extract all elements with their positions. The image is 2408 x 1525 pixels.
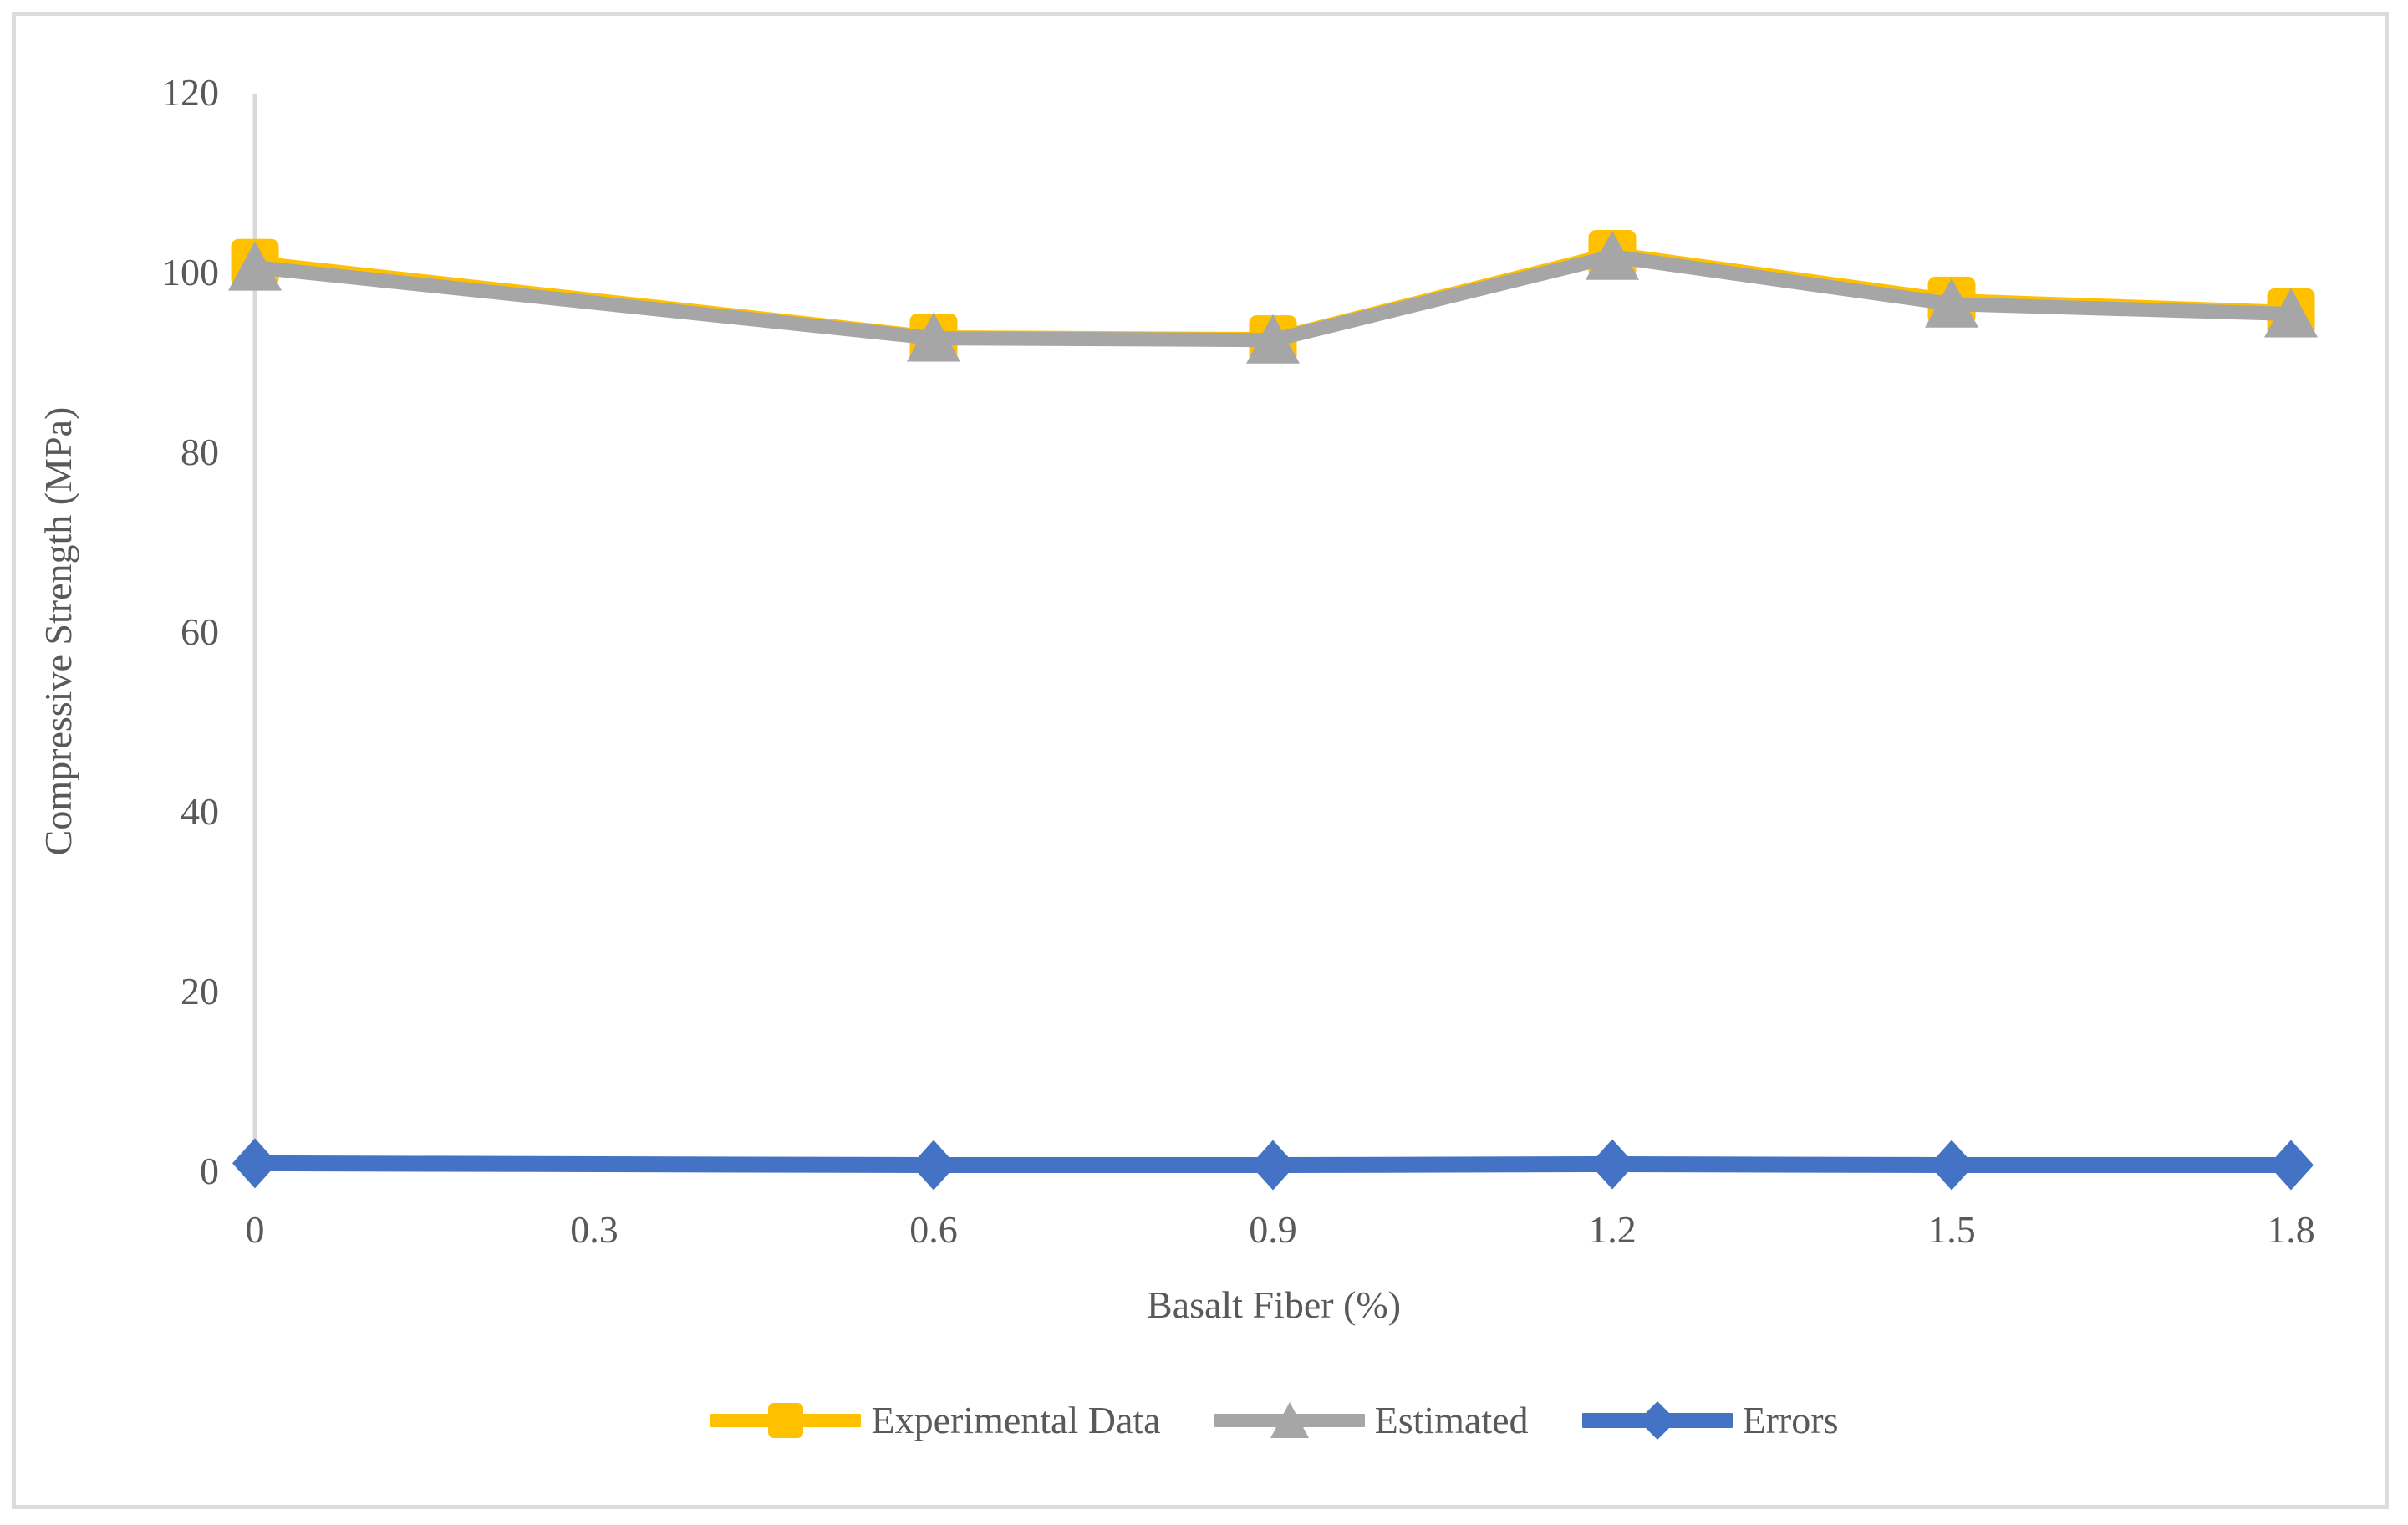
x-tick-label: 0.3 <box>570 1208 619 1251</box>
x-tick-label: 1.2 <box>1588 1208 1637 1251</box>
x-tick-label: 1.5 <box>1927 1208 1976 1251</box>
estimated-swatch-icon <box>1214 1401 1365 1438</box>
y-tick-label: 80 <box>181 431 219 473</box>
legend-item-errors: Errors <box>1581 1398 1839 1442</box>
data-point-marker-diamond <box>911 1140 956 1191</box>
data-point-marker-triangle <box>2264 288 2318 338</box>
data-point-marker-triangle <box>1246 314 1300 364</box>
x-axis-title: Basalt Fiber (%) <box>1147 1283 1401 1326</box>
legend-item-experimental-data: Experimental Data <box>710 1398 1161 1442</box>
data-point-marker-diamond <box>2268 1140 2314 1191</box>
series-layer <box>228 230 2318 1191</box>
x-tick-label: 1.8 <box>2267 1208 2315 1251</box>
data-point-marker-triangle <box>907 312 960 362</box>
legend-label-estimated: Estimated <box>1374 1399 1529 1441</box>
y-tick-label: 20 <box>181 970 219 1012</box>
y-tick-label: 100 <box>161 251 219 293</box>
data-point-marker-triangle <box>228 241 282 291</box>
y-axis-title: Compressive Strength (MPa) <box>37 407 79 856</box>
data-point-marker-triangle <box>1925 278 1978 328</box>
series-line-diamond <box>254 1155 2291 1174</box>
legend-label-errors: Errors <box>1742 1399 1839 1441</box>
data-point-marker-diamond <box>1250 1140 1296 1191</box>
chart-legend: Experimental Data Estimated Errors <box>255 1398 2294 1442</box>
x-tick-label: 0 <box>246 1208 265 1251</box>
data-point-marker-diamond <box>232 1138 277 1189</box>
y-tick-label: 0 <box>200 1150 219 1192</box>
data-point-marker-diamond <box>1590 1139 1635 1190</box>
x-tick-label: 0.6 <box>909 1208 958 1251</box>
x-tick-label: 0.9 <box>1249 1208 1297 1251</box>
data-point-marker-diamond <box>1929 1140 1974 1191</box>
y-tick-label: 40 <box>181 790 219 833</box>
legend-item-estimated: Estimated <box>1214 1398 1529 1442</box>
y-tick-label: 60 <box>181 610 219 653</box>
experimental-data-swatch-icon <box>710 1402 862 1438</box>
y-tick-label: 120 <box>161 71 219 114</box>
y-axis-tick-labels: 0 20 40 60 80 100 120 <box>161 71 219 1192</box>
data-point-marker-triangle <box>1586 230 1639 280</box>
errors-swatch-icon <box>1581 1400 1733 1440</box>
legend-label-experimental-data: Experimental Data <box>871 1399 1161 1441</box>
series-line-triangle <box>254 249 2292 348</box>
x-axis-tick-labels: 0 0.3 0.6 0.9 1.2 1.5 1.8 <box>246 1208 2315 1251</box>
